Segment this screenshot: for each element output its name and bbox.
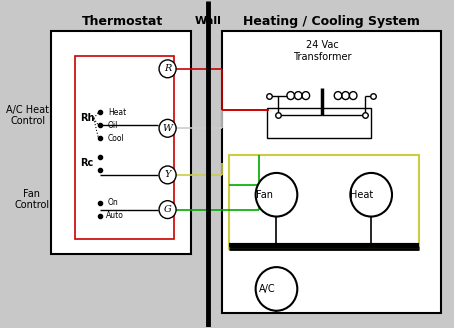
Text: 24 Vac
Transformer: 24 Vac Transformer: [293, 40, 351, 62]
Circle shape: [159, 166, 176, 184]
Text: Cool: Cool: [108, 134, 125, 143]
Text: Fan: Fan: [256, 190, 273, 200]
Circle shape: [350, 173, 392, 216]
Circle shape: [256, 173, 297, 216]
Circle shape: [159, 60, 176, 78]
Text: Auto: Auto: [106, 211, 124, 220]
Text: A/C: A/C: [259, 284, 275, 294]
Text: A/C Heat
Control: A/C Heat Control: [6, 105, 49, 126]
Text: W: W: [163, 124, 173, 133]
Text: Heat: Heat: [350, 190, 373, 200]
Bar: [229, 155, 419, 249]
Text: On: On: [108, 198, 118, 207]
Text: G: G: [164, 205, 172, 214]
Text: Thermostat: Thermostat: [82, 15, 163, 28]
Bar: [51, 31, 191, 254]
Text: Y: Y: [164, 171, 171, 179]
Circle shape: [159, 201, 176, 218]
Text: R: R: [164, 64, 171, 73]
Text: Heating / Cooling System: Heating / Cooling System: [243, 15, 420, 28]
Bar: [75, 56, 174, 239]
Text: Heat: Heat: [108, 108, 126, 117]
Text: Rh: Rh: [80, 113, 94, 123]
Circle shape: [159, 119, 176, 137]
Circle shape: [256, 267, 297, 311]
Text: Rc: Rc: [80, 158, 94, 168]
Text: Wall: Wall: [195, 16, 222, 26]
Bar: [222, 31, 441, 313]
Text: Fan
Control: Fan Control: [14, 189, 49, 211]
Text: Oil: Oil: [108, 121, 118, 130]
Bar: [267, 109, 371, 138]
